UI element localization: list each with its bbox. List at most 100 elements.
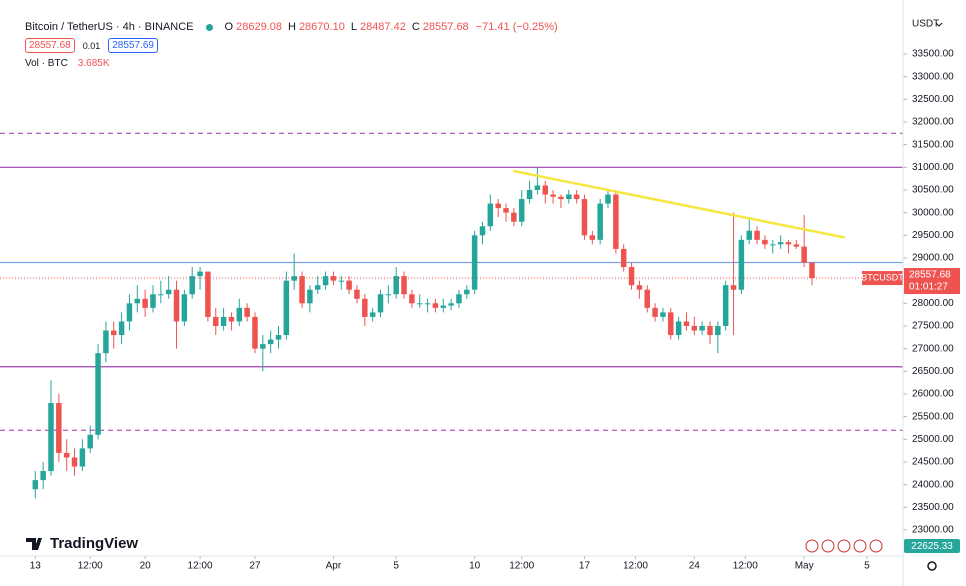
candle-body <box>158 294 164 296</box>
candle-body <box>597 203 603 240</box>
legend-value: 28487.42 <box>359 21 406 33</box>
event-icon[interactable] <box>837 539 851 553</box>
y-tick-label: 25500.00 <box>912 411 954 422</box>
y-tick-label: 32500.00 <box>912 94 954 105</box>
candle-body <box>205 271 211 317</box>
candle-body <box>369 312 376 317</box>
spread: 0.01 <box>82 40 101 51</box>
candle-body <box>471 235 478 290</box>
candle-body <box>652 307 658 317</box>
candle-body <box>495 203 501 209</box>
candle-body <box>267 339 274 345</box>
candle-body <box>150 294 156 308</box>
candle-body <box>809 262 815 279</box>
candle-body <box>32 480 39 490</box>
candle-body <box>534 185 541 190</box>
legend-value: 28670.10 <box>298 21 345 33</box>
event-icon[interactable] <box>869 539 883 553</box>
trendline <box>512 169 846 239</box>
x-tick-label: 5 <box>393 561 399 572</box>
candle-body <box>377 294 384 313</box>
y-tick-label: 25000.00 <box>912 434 954 445</box>
dropdown-caret[interactable] <box>935 22 943 27</box>
tradingview-logo: TradingView <box>26 535 138 552</box>
candle-body <box>48 403 54 472</box>
y-tick-label: 32000.00 <box>912 117 954 128</box>
candle-body <box>118 321 125 336</box>
volume-legend: Vol · BTC 3.685K <box>25 58 110 69</box>
y-tick-label: 29500.00 <box>912 230 954 241</box>
gear-icon[interactable] <box>927 561 937 571</box>
x-tick-label: 27 <box>249 561 261 572</box>
candle-body <box>416 303 423 305</box>
candle-body <box>424 303 431 305</box>
brand: TradingView <box>50 535 138 552</box>
candle-body <box>448 303 454 306</box>
candle-body <box>699 325 705 331</box>
currency-button[interactable]: USDT <box>912 19 943 30</box>
legend-key: H <box>287 21 296 33</box>
candle-body <box>307 289 313 304</box>
candle-body <box>668 312 674 336</box>
x-tick-label: 13 <box>30 561 42 572</box>
candle-body <box>213 316 219 326</box>
plot: 33500.00 33000.00 32500.00 32000.00 31500.00… <box>0 49 960 572</box>
candle-body <box>558 196 564 200</box>
legend-value: 28629.08 <box>236 21 282 33</box>
buy-button[interactable]: 28557.69 <box>108 38 158 53</box>
candle-body <box>401 276 407 295</box>
flag-icons <box>805 539 883 553</box>
candle-body <box>722 285 729 326</box>
candle-body <box>314 285 321 290</box>
candle-body <box>566 194 572 200</box>
volume-scale-box <box>904 539 960 553</box>
candle-body <box>589 235 596 240</box>
candle-body <box>746 230 752 240</box>
candle-body <box>385 294 392 296</box>
candle-body <box>338 280 345 282</box>
legend-value: 28557.68 <box>422 21 469 33</box>
candle-body <box>165 289 172 295</box>
candle-body <box>573 194 580 200</box>
x-tick-label: 17 <box>579 561 591 572</box>
candle-body <box>252 316 258 349</box>
y-tick-label: 33500.00 <box>912 49 954 60</box>
y-tick-label: 30000.00 <box>912 207 954 218</box>
volume-scale-label: 22625.33 <box>911 541 953 552</box>
candle-body <box>228 316 235 322</box>
currency[interactable]: USDT <box>912 19 939 30</box>
candle-body <box>762 239 768 245</box>
event-icon[interactable] <box>853 539 867 553</box>
candle-body <box>79 448 86 467</box>
x-tick-label: 10 <box>469 561 481 572</box>
candle-body <box>322 276 329 286</box>
event-icon[interactable] <box>821 539 835 553</box>
symbol-title[interactable]: Bitcoin / TetherUS · 4h · BINANCE <box>25 21 194 33</box>
x-tick-label: Apr <box>326 561 342 572</box>
candle-body <box>707 325 713 336</box>
candle-body <box>738 239 745 290</box>
candle-body <box>526 189 533 200</box>
candle-body <box>542 185 548 195</box>
event-icon[interactable] <box>805 539 819 553</box>
candle-body <box>660 312 666 317</box>
candle-body <box>409 294 415 304</box>
candle-body <box>487 203 494 227</box>
legend-key: C <box>411 21 420 33</box>
x-tick-label: 12:00 <box>623 561 648 572</box>
y-tick-label: 31000.00 <box>912 162 954 173</box>
candle-body <box>275 335 282 340</box>
candle-body <box>103 330 109 354</box>
settings-button[interactable] <box>927 561 937 571</box>
candle-body <box>605 194 611 204</box>
candle-body <box>675 321 682 336</box>
sell-button[interactable]: 28557.68 <box>25 38 75 53</box>
candle-body <box>87 434 93 449</box>
candle-body <box>299 276 305 304</box>
candle-body <box>636 285 643 290</box>
candle-body <box>440 305 447 308</box>
candle-body <box>244 307 250 317</box>
candle-body <box>111 330 117 336</box>
